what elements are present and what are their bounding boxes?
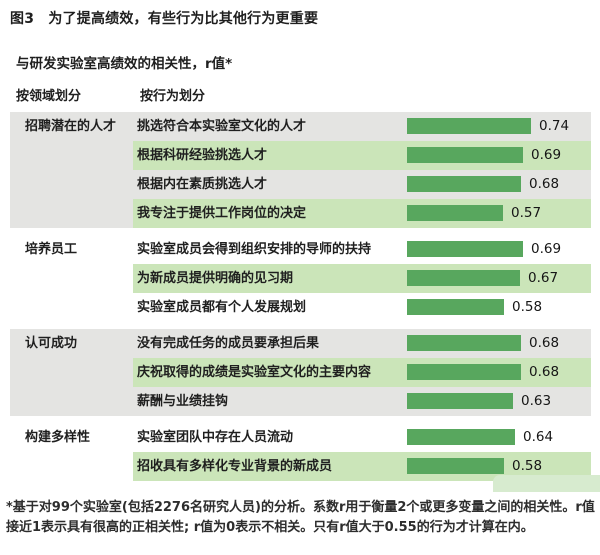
light-green-artifact-overlay [493,475,600,492]
behavior-row: 实验室成员都有个人发展规划 0.58 [10,293,591,322]
behavior-label: 挑选符合本实验室文化的人才 [137,119,307,134]
behavior-label: 实验室成员都有个人发展规划 [137,300,307,315]
behavior-row: 我专注于提供工作岗位的决定 0.57 [10,199,591,228]
behavior-row: 根据内在素质挑选人才 0.68 [10,170,591,199]
group-4: 构建多样性 实验室团队中存在人员流动 0.64 招收具有多样化专业背景的新成员 0.58 [10,423,591,481]
domain-label: 招聘潜在的人才 [25,119,117,134]
behavior-label: 根据科研经验挑选人才 [137,148,268,163]
behavior-label: 实验室团队中存在人员流动 [137,430,294,445]
behavior-label: 庆祝取得的成绩是实验室文化的主要内容 [137,365,372,380]
correlation-bar [407,241,523,257]
r-value: 0.58 [512,299,543,315]
r-value: 0.57 [511,205,542,221]
behavior-row: 为新成员提供明确的见习期 0.67 [10,264,591,293]
r-value: 0.64 [523,429,554,445]
r-value: 0.67 [528,270,559,286]
correlation-bar [407,299,504,315]
figure-subtitle: 与研发实验室高绩效的相关性，r值* [16,56,233,72]
domain-label: 构建多样性 [25,430,91,445]
group-3: 认可成功 没有完成任务的成员要承担后果 0.68 庆祝取得的成绩是实验室文化的主要内容… [10,329,591,416]
behavior-label: 招收具有多样化专业背景的新成员 [137,459,333,474]
r-value: 0.63 [521,393,552,409]
group-2: 培养员工 实验室成员会得到组织安排的导师的扶持 0.69 为新成员提供明确的见习期 0.… [10,235,591,322]
behavior-row: 根据科研经验挑选人才 0.69 [10,141,591,170]
footnote: *基于对99个实验室(包括2276名研究人员)的分析。系数r用于衡量2个或更多变… [6,500,595,535]
domain-label: 认可成功 [25,336,78,351]
behavior-label: 根据内在素质挑选人才 [137,177,268,192]
behavior-row: 认可成功 没有完成任务的成员要承担后果 0.68 [10,329,591,358]
column-header-domain: 按领域划分 [16,89,82,104]
behavior-row: 构建多样性 实验室团队中存在人员流动 0.64 [10,423,591,452]
chart-groups: 招聘潜在的人才 挑选符合本实验室文化的人才 0.74 根据科研经验挑选人才 0.69 根据… [10,112,591,488]
correlation-bar [407,393,513,409]
behavior-label: 薪酬与业绩挂钩 [137,394,229,409]
correlation-bar [407,205,503,221]
r-value: 0.58 [512,458,543,474]
correlation-bar [407,429,515,445]
correlation-bar [407,458,504,474]
behavior-row: 庆祝取得的成绩是实验室文化的主要内容 0.68 [10,358,591,387]
column-header-behavior: 按行为划分 [140,89,206,104]
r-value: 0.68 [529,335,560,351]
correlation-bar [407,364,521,380]
behavior-row: 招聘潜在的人才 挑选符合本实验室文化的人才 0.74 [10,112,591,141]
behavior-row: 培养员工 实验室成员会得到组织安排的导师的扶持 0.69 [10,235,591,264]
correlation-bar [407,118,531,134]
correlation-bar [407,147,523,163]
correlation-bar [407,176,521,192]
row-highlight-band [133,199,591,228]
r-value: 0.69 [531,241,562,257]
r-value: 0.68 [529,176,560,192]
behavior-label: 实验室成员会得到组织安排的导师的扶持 [137,242,372,257]
correlation-bar [407,270,520,286]
r-value: 0.68 [529,364,560,380]
behavior-row: 薪酬与业绩挂钩 0.63 [10,387,591,416]
figure-title: 图3 为了提高绩效，有些行为比其他行为更重要 [10,11,319,27]
r-value: 0.69 [531,147,562,163]
behavior-label: 为新成员提供明确的见习期 [137,271,294,286]
behavior-label: 没有完成任务的成员要承担后果 [137,336,320,351]
correlation-bar [407,335,521,351]
r-value: 0.74 [539,118,570,134]
domain-label: 培养员工 [25,242,78,257]
group-1: 招聘潜在的人才 挑选符合本实验室文化的人才 0.74 根据科研经验挑选人才 0.69 根据… [10,112,591,228]
behavior-label: 我专注于提供工作岗位的决定 [137,206,307,221]
